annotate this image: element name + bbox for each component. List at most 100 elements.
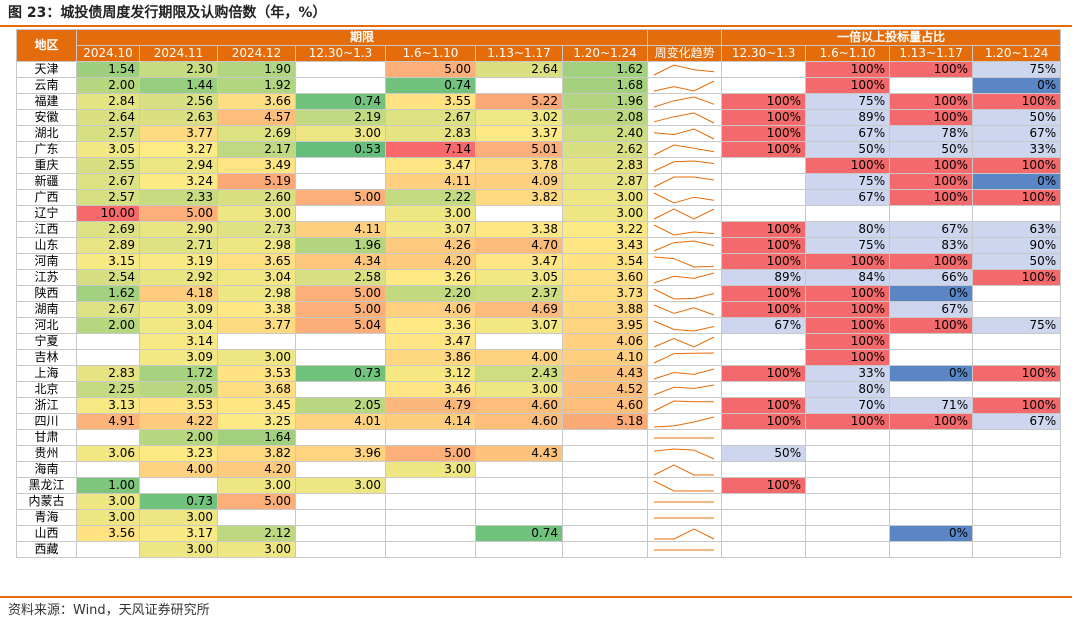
ratio-cell: 100% bbox=[721, 125, 807, 142]
trend-sparkline-cell bbox=[647, 157, 723, 174]
term-cell bbox=[295, 493, 386, 510]
term-cell: 3.60 bbox=[561, 269, 649, 286]
term-cell: 3.45 bbox=[217, 397, 296, 414]
ratio-cell bbox=[721, 333, 807, 350]
term-cell: 4.60 bbox=[561, 397, 649, 414]
term-cell bbox=[295, 509, 386, 526]
ratio-cell: 100% bbox=[805, 349, 891, 366]
term-cell bbox=[475, 429, 563, 446]
term-cell: 3.66 bbox=[217, 93, 296, 110]
ratio-cell: 100% bbox=[721, 93, 807, 110]
ratio-cell: 83% bbox=[889, 237, 974, 254]
region-cell: 吉林 bbox=[16, 349, 77, 366]
trend-sparkline bbox=[653, 352, 715, 363]
header-ratio-col: 1.6~1.10 bbox=[805, 45, 891, 62]
region-cell: 辽宁 bbox=[16, 205, 77, 222]
term-cell: 1.90 bbox=[217, 61, 296, 78]
term-cell bbox=[217, 509, 296, 526]
trend-sparkline-cell bbox=[647, 253, 723, 270]
ratio-cell bbox=[889, 381, 974, 398]
term-cell bbox=[475, 477, 563, 494]
region-cell: 湖北 bbox=[16, 125, 77, 142]
table-row: 山东 2.89 2.71 2.98 1.96 4.26 4.70 3.43 100% 75% 83%… bbox=[16, 237, 1062, 254]
term-cell: 2.83 bbox=[561, 157, 649, 174]
ratio-cell bbox=[805, 541, 891, 558]
ratio-cell: 0% bbox=[889, 525, 974, 542]
term-cell bbox=[295, 333, 386, 350]
term-cell: 3.00 bbox=[76, 509, 140, 526]
term-cell: 3.17 bbox=[139, 525, 218, 542]
ratio-cell bbox=[805, 509, 891, 526]
trend-sparkline-cell bbox=[647, 109, 723, 126]
trend-line bbox=[653, 143, 715, 155]
figure-title: 图 23：城投债周度发行期限及认购倍数（年，%） bbox=[8, 5, 327, 21]
term-cell: 4.26 bbox=[385, 237, 476, 254]
trend-sparkline-cell bbox=[647, 269, 723, 286]
header-term-col: 1.13~1.17 bbox=[475, 45, 563, 62]
term-cell: 2.25 bbox=[76, 381, 140, 398]
table-row: 浙江 3.13 3.53 3.45 2.05 4.79 4.60 4.60 100% 70% 71%… bbox=[16, 397, 1062, 414]
term-cell: 3.86 bbox=[385, 349, 476, 366]
term-cell: 0.53 bbox=[295, 141, 386, 158]
term-cell bbox=[139, 477, 218, 494]
term-cell: 7.14 bbox=[385, 141, 476, 158]
term-cell: 3.00 bbox=[139, 541, 218, 558]
source-note: 资料来源：Wind，天风证券研究所 bbox=[8, 603, 210, 618]
term-cell: 5.00 bbox=[295, 189, 386, 206]
term-cell: 2.71 bbox=[139, 237, 218, 254]
term-cell bbox=[295, 61, 386, 78]
ratio-cell: 66% bbox=[889, 269, 974, 286]
term-cell bbox=[385, 541, 476, 558]
region-cell: 广西 bbox=[16, 189, 77, 206]
term-cell: 3.53 bbox=[139, 397, 218, 414]
ratio-cell: 100% bbox=[721, 301, 807, 318]
term-cell: 3.00 bbox=[217, 349, 296, 366]
ratio-cell: 100% bbox=[805, 301, 891, 318]
ratio-cell bbox=[972, 301, 1062, 318]
ratio-cell: 89% bbox=[805, 109, 891, 126]
term-cell: 2.73 bbox=[217, 221, 296, 238]
term-cell: 5.18 bbox=[561, 413, 649, 430]
term-cell bbox=[475, 77, 563, 94]
term-cell: 4.06 bbox=[561, 333, 649, 350]
ratio-cell: 67% bbox=[972, 413, 1062, 430]
ratio-cell: 0% bbox=[972, 77, 1062, 94]
trend-sparkline bbox=[653, 384, 715, 395]
trend-sparkline-cell bbox=[647, 509, 723, 526]
trend-sparkline bbox=[653, 80, 715, 92]
trend-sparkline bbox=[654, 517, 715, 518]
term-cell: 5.01 bbox=[475, 141, 563, 158]
term-cell: 3.00 bbox=[475, 381, 563, 398]
term-cell: 4.20 bbox=[217, 461, 296, 478]
term-cell bbox=[295, 173, 386, 190]
ratio-cell: 63% bbox=[972, 221, 1062, 238]
term-cell: 2.37 bbox=[475, 285, 563, 302]
ratio-cell: 67% bbox=[889, 221, 974, 238]
table-row: 贵州 3.06 3.23 3.82 3.96 5.00 4.43 50% bbox=[16, 445, 1062, 462]
trend-sparkline bbox=[653, 239, 715, 251]
term-cell: 3.13 bbox=[76, 397, 140, 414]
term-cell: 3.09 bbox=[139, 349, 218, 366]
term-cell bbox=[475, 461, 563, 478]
trend-line bbox=[653, 368, 715, 379]
header-term-col: 2024.11 bbox=[139, 45, 218, 62]
term-cell: 3.73 bbox=[561, 285, 649, 302]
ratio-cell bbox=[889, 77, 974, 94]
trend-line bbox=[653, 384, 715, 395]
term-cell: 3.56 bbox=[76, 525, 140, 542]
trend-sparkline-cell bbox=[647, 205, 723, 222]
trend-sparkline bbox=[653, 399, 715, 411]
term-cell: 3.78 bbox=[475, 157, 563, 174]
term-cell: 3.95 bbox=[561, 317, 649, 334]
term-cell: 3.00 bbox=[385, 205, 476, 222]
term-cell: 2.87 bbox=[561, 173, 649, 190]
term-cell: 2.57 bbox=[76, 189, 140, 206]
trend-sparkline-cell bbox=[647, 317, 723, 334]
ratio-cell bbox=[721, 157, 807, 174]
term-cell: 3.38 bbox=[475, 221, 563, 238]
trend-line bbox=[653, 207, 715, 220]
term-cell: 3.53 bbox=[217, 365, 296, 382]
term-cell: 3.00 bbox=[217, 477, 296, 494]
trend-line bbox=[654, 416, 715, 427]
table-row: 四川 4.91 4.22 3.25 4.01 4.14 4.60 5.18 100% 100% 10… bbox=[16, 413, 1062, 430]
